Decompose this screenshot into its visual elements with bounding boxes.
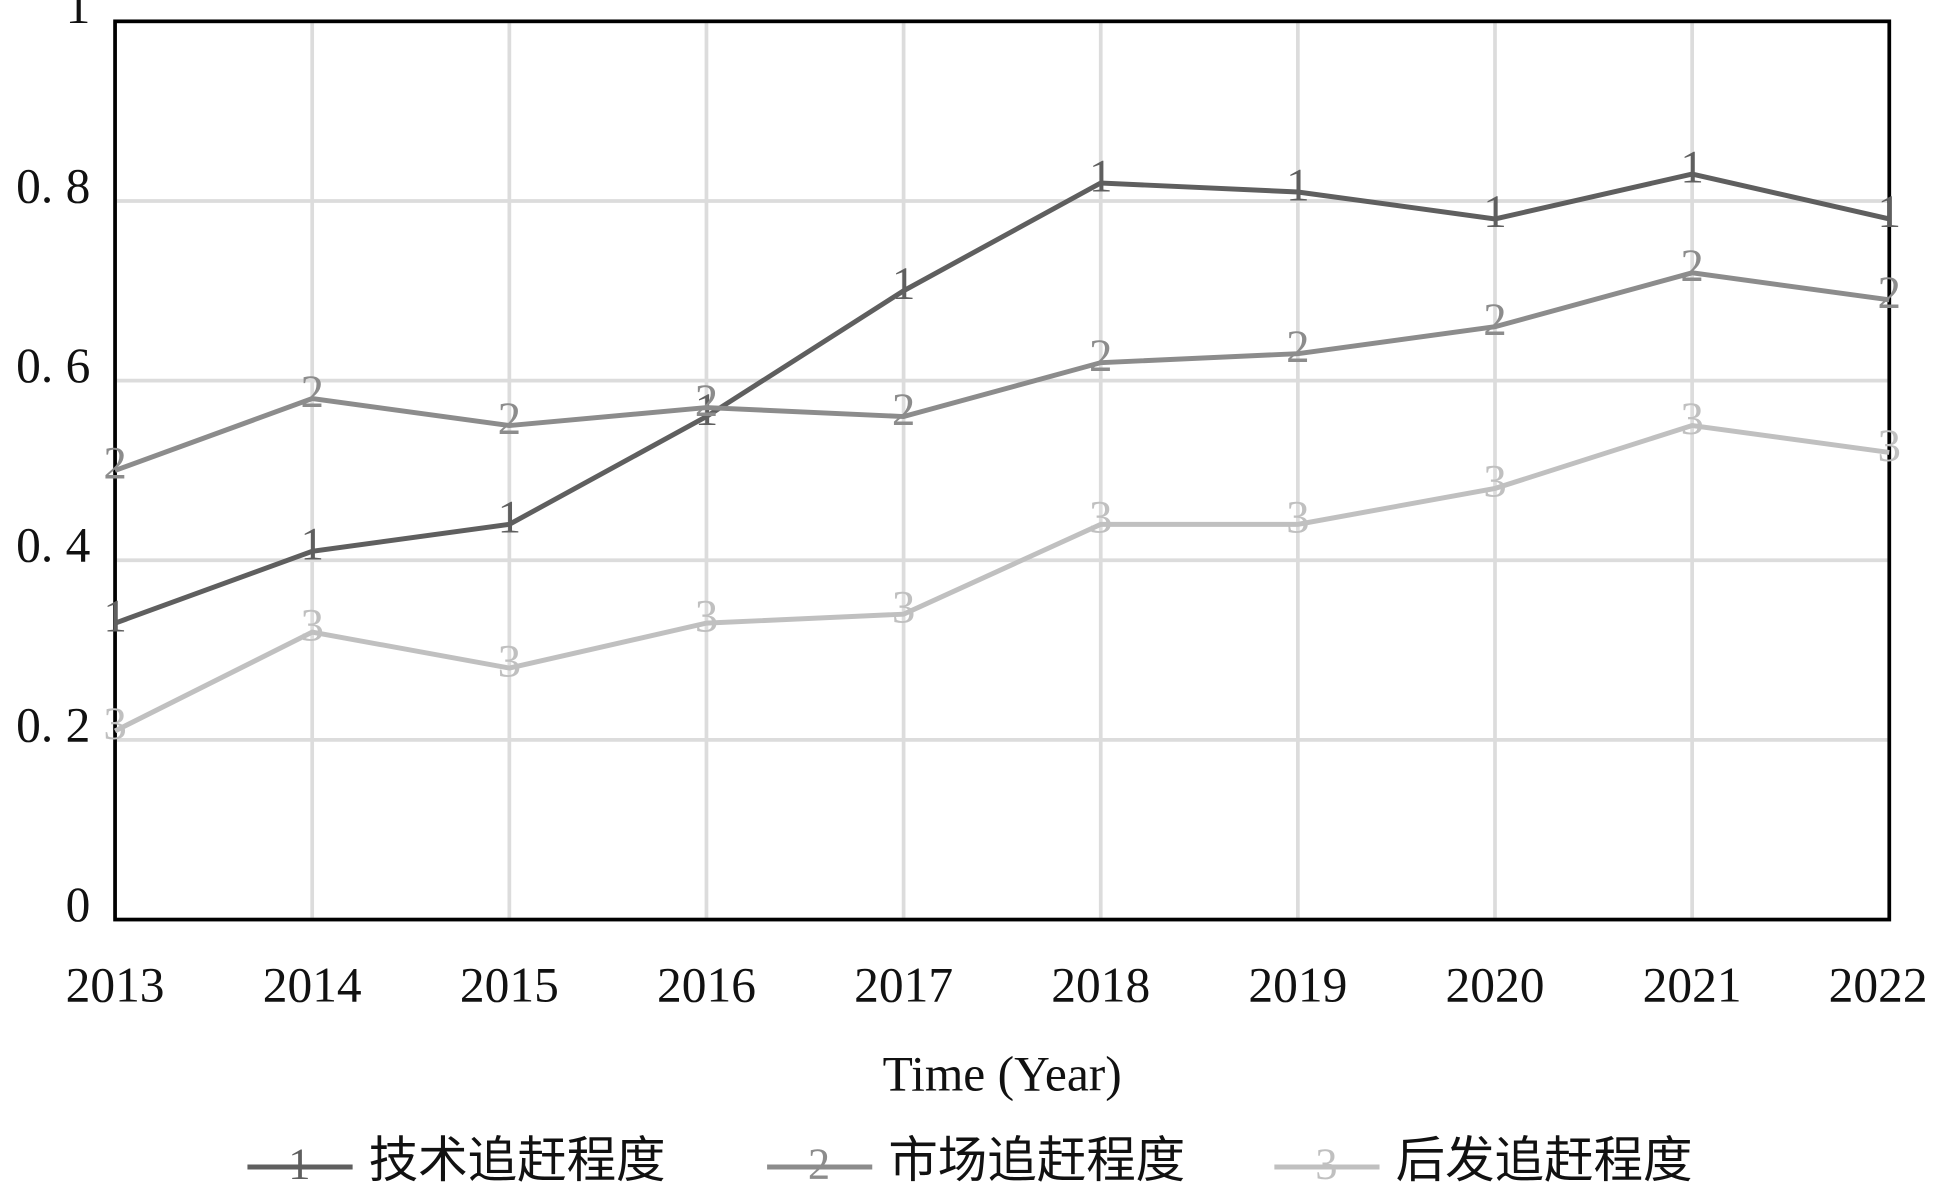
line-marker-label: 1 <box>300 519 324 571</box>
series-line <box>113 423 1890 734</box>
line-marker-label: 3 <box>300 599 324 651</box>
y-tick-label: 0 <box>66 877 91 932</box>
line-marker-label: 1 <box>1089 150 1113 202</box>
legend-label: 技术追赶程度 <box>369 1131 666 1189</box>
line-marker-label: 2 <box>1089 330 1113 382</box>
x-tick-label: 2018 <box>1051 957 1150 1012</box>
legend-marker: 3 <box>1315 1138 1337 1188</box>
line-marker-label: 3 <box>892 581 916 633</box>
line-marker-label: 3 <box>695 590 719 642</box>
x-tick-label: 2021 <box>1643 957 1742 1012</box>
x-tick-label: 2019 <box>1248 957 1347 1012</box>
line-marker-label: 2 <box>498 393 522 445</box>
legend-label: 市场追赶程度 <box>888 1131 1185 1189</box>
line-marker-label: 2 <box>892 384 916 436</box>
y-tick-label: 0. 2 <box>16 697 90 752</box>
line-marker-label: 3 <box>103 698 126 750</box>
x-tick-label: 2022 <box>1829 957 1928 1012</box>
x-tick-label: 2014 <box>263 957 362 1012</box>
y-tick-label: 0. 4 <box>16 518 90 573</box>
line-marker-label: 1 <box>498 492 522 544</box>
line-marker-label: 2 <box>300 366 324 418</box>
legend-label: 后发追赶程度 <box>1396 1131 1693 1189</box>
line-marker-label: 1 <box>1483 186 1506 238</box>
line-marker-label: 1 <box>1286 159 1309 211</box>
x-tick-label: 2020 <box>1446 957 1545 1012</box>
line-marker-label: 1 <box>103 590 126 642</box>
x-axis-title: Time (Year) <box>883 1047 1122 1102</box>
legend-marker: 2 <box>808 1138 830 1188</box>
line-marker-label: 2 <box>1483 294 1506 346</box>
series-line <box>114 171 1890 626</box>
line-marker-label: 3 <box>1878 420 1901 472</box>
line-marker-label: 2 <box>695 375 719 427</box>
line-marker-label: 3 <box>1286 492 1309 544</box>
line-marker-label: 2 <box>103 438 126 490</box>
line-marker-label: 3 <box>1089 492 1113 544</box>
legend-marker: 1 <box>288 1138 310 1188</box>
x-tick-label: 2015 <box>460 957 559 1012</box>
y-tick-label: 0. 8 <box>16 158 90 213</box>
x-tick-label: 2013 <box>66 957 165 1012</box>
line-marker-label: 2 <box>1878 267 1901 319</box>
series-line <box>114 270 1890 473</box>
line-marker-label: 1 <box>1680 141 1703 193</box>
line-marker-label: 3 <box>1680 393 1703 445</box>
line-marker-label: 1 <box>1878 186 1901 238</box>
y-tick-label: 1 <box>66 0 91 34</box>
x-tick-label: 2016 <box>657 957 756 1012</box>
line-marker-label: 3 <box>1483 456 1506 508</box>
plot-border <box>113 19 1892 922</box>
line-marker-label: 2 <box>1286 321 1309 373</box>
y-tick-label: 0. 6 <box>16 338 90 393</box>
x-tick-label: 2017 <box>854 957 953 1012</box>
line-marker-label: 3 <box>498 635 522 687</box>
line-marker-label: 1 <box>892 258 916 310</box>
line-marker-label: 2 <box>1680 240 1703 292</box>
